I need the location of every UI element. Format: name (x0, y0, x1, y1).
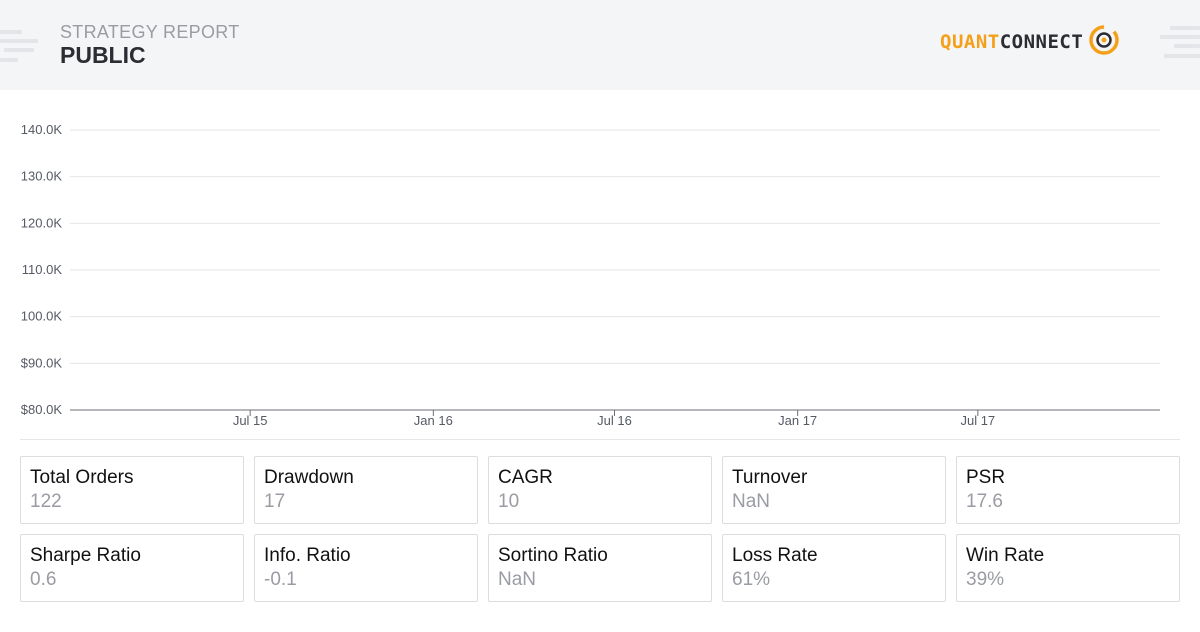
x-tick-label: Jul 15 (233, 413, 268, 428)
header-decoration-left (4, 48, 34, 52)
y-tick-label: 100.0K (21, 309, 63, 324)
logo-text-quant: QUANT (940, 31, 1000, 53)
header-decoration-left (0, 39, 38, 43)
y-tick-label: $80.0K (21, 402, 63, 417)
stat-value: NaN (732, 491, 771, 512)
stat-value: 122 (30, 491, 62, 512)
stat-value: -0.1 (264, 569, 297, 590)
stat-card: Loss Rate 61% (722, 534, 946, 602)
stat-label: PSR (966, 467, 1006, 488)
stat-label: Turnover (732, 467, 808, 488)
stat-card: Sortino Ratio NaN (488, 534, 712, 602)
header-decoration-right (1160, 35, 1200, 39)
header-decoration-left (0, 58, 18, 62)
y-tick-label: 130.0K (21, 169, 63, 184)
header-decoration-right (1164, 54, 1200, 58)
equity-chart-svg: $80.0K $90.0K 100.0K 110.0K 120.0K 130.0K 140.… (21, 122, 1160, 428)
stat-card: Drawdown 17 (254, 456, 478, 524)
stat-card: PSR 17.6 (956, 456, 1180, 524)
stat-card: Total Orders 122 (20, 456, 244, 524)
stat-label: Total Orders (30, 467, 134, 488)
equity-chart: $80.0K $90.0K 100.0K 110.0K 120.0K 130.0K 140.… (0, 110, 1200, 430)
report-title: PUBLIC (60, 42, 146, 68)
stat-label: Loss Rate (732, 545, 818, 566)
stat-label: Drawdown (264, 467, 354, 488)
quantconnect-logo: QUANT CONNECT (940, 22, 1121, 62)
stat-value: 17 (264, 491, 286, 512)
y-tick-label: $90.0K (21, 355, 63, 370)
header-decoration-right (1170, 26, 1200, 30)
stat-card: Sharpe Ratio 0.6 (20, 534, 244, 602)
stat-value: 10 (498, 491, 520, 512)
stat-value: NaN (498, 569, 537, 590)
y-tick-label: 140.0K (21, 122, 63, 137)
stat-label: CAGR (498, 467, 553, 488)
section-divider (20, 439, 1180, 440)
stat-card: Win Rate 39% (956, 534, 1180, 602)
header-decoration-left (0, 30, 22, 34)
stat-card: Info. Ratio -0.1 (254, 534, 478, 602)
x-tick-label: Jul 17 (960, 413, 995, 428)
report-header: STRATEGY REPORT PUBLIC QUANT CONNECT (0, 0, 1200, 90)
x-tick-label: Jan 16 (414, 413, 453, 428)
stat-card: CAGR 10 (488, 456, 712, 524)
x-tick-label: Jul 16 (597, 413, 632, 428)
stat-value: 17.6 (966, 491, 1003, 512)
stat-value: 61% (732, 569, 771, 590)
header-decoration-right (1174, 44, 1200, 48)
stat-label: Sharpe Ratio (30, 545, 141, 566)
y-tick-label: 120.0K (21, 215, 63, 230)
stat-card: Turnover NaN (722, 456, 946, 524)
stat-label: Info. Ratio (264, 545, 351, 566)
stat-label: Sortino Ratio (498, 545, 608, 566)
quantconnect-logo-icon (1087, 22, 1121, 63)
stat-label: Win Rate (966, 545, 1045, 566)
report-subtitle: STRATEGY REPORT (60, 22, 240, 42)
y-tick-label: 110.0K (22, 262, 63, 277)
logo-text-connect: CONNECT (999, 31, 1084, 53)
stat-value: 0.6 (30, 569, 57, 590)
x-tick-label: Jan 17 (778, 413, 817, 428)
stat-value: 39% (966, 569, 1005, 590)
